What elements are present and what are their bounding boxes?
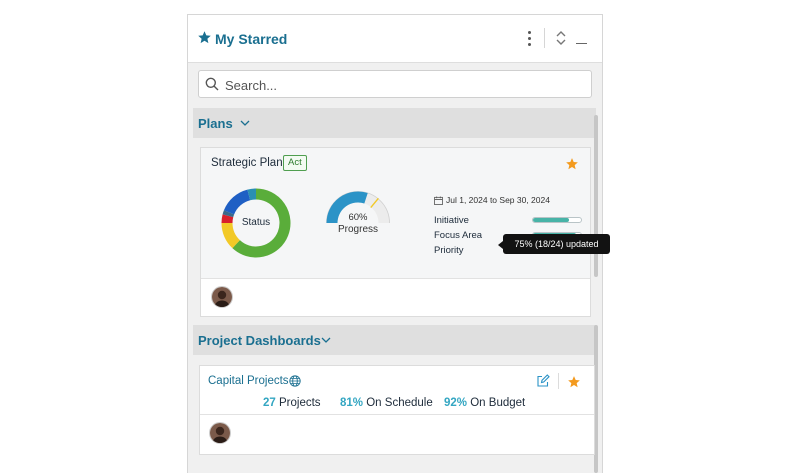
plans-section-label: Plans	[198, 116, 233, 131]
project-dashboard-name[interactable]: Capital Projects	[208, 375, 289, 387]
avatar[interactable]	[209, 422, 231, 444]
expand-collapse-icon[interactable]	[554, 29, 568, 47]
chevron-down-icon	[321, 337, 331, 343]
edit-icon[interactable]	[536, 374, 550, 388]
plan-card[interactable]: Strategic Plan Act Status 60% Progress J…	[200, 147, 591, 317]
status-segment-3	[222, 210, 235, 218]
search-input[interactable]	[223, 72, 587, 98]
kebab-menu-icon[interactable]	[527, 31, 531, 47]
projects-count: 27	[263, 397, 276, 409]
card-divider	[200, 414, 594, 415]
progress-value: 60%	[348, 212, 368, 223]
status-donut-chart	[221, 188, 291, 258]
budget-metric: 92% On Budget	[444, 397, 525, 409]
status-badge: Act	[283, 155, 307, 171]
avatar[interactable]	[211, 286, 233, 308]
status-chart-label: Status	[241, 217, 271, 228]
plans-section-header[interactable]: Plans	[193, 108, 596, 138]
globe-icon	[289, 375, 301, 387]
calendar-icon	[434, 196, 443, 205]
search-icon	[205, 77, 219, 91]
status-segment-1	[221, 222, 241, 249]
gauge-fill	[326, 191, 368, 224]
star-icon[interactable]	[567, 375, 581, 389]
minimize-icon[interactable]	[576, 43, 587, 44]
plan-card-body: Strategic Plan Act Status 60% Progress J…	[201, 148, 590, 279]
initiative-label: Initiative	[434, 215, 469, 226]
progress-label: Progress	[337, 224, 378, 235]
star-icon[interactable]	[565, 157, 579, 171]
status-segment-0	[232, 188, 291, 258]
progress-tooltip: 75% (18/24) updated	[498, 234, 610, 254]
dashboards-section-header[interactable]: Project Dashboards	[193, 325, 596, 355]
card-divider	[558, 373, 559, 389]
chevron-down-icon	[240, 120, 250, 126]
panel-title: My Starred	[215, 31, 288, 47]
focus-area-label: Focus Area	[434, 230, 483, 241]
dashboards-section-label: Project Dashboards	[198, 333, 321, 348]
status-segment-4	[223, 189, 251, 215]
project-dashboard-card[interactable]: Capital Projects 27 Projects 81% On Sche…	[199, 365, 595, 455]
progress-gauge	[326, 191, 390, 224]
header-divider	[544, 28, 545, 48]
initiative-progress-bar[interactable]	[532, 217, 582, 223]
schedule-value: 81%	[340, 397, 364, 409]
projects-metric: 27 Projects	[263, 397, 321, 409]
budget-value: 92%	[444, 397, 468, 409]
search-box[interactable]	[198, 70, 592, 98]
panel-header: My Starred	[188, 15, 602, 63]
date-range: Jul 1, 2024 to Sep 30, 2024	[446, 195, 550, 205]
my-starred-panel: My Starred Plans Strategic Plan Act Stat	[187, 14, 603, 473]
star-icon	[198, 31, 211, 44]
priority-label: Priority	[434, 245, 464, 256]
budget-metric-label: On Budget	[470, 397, 526, 409]
schedule-metric-label: On Schedule	[366, 397, 433, 409]
dashboards-scrollbar[interactable]	[594, 325, 598, 473]
schedule-metric: 81% On Schedule	[340, 397, 433, 409]
gauge-target-marker	[370, 197, 379, 209]
plans-scrollbar[interactable]	[594, 115, 598, 277]
plan-name[interactable]: Strategic Plan	[211, 157, 283, 169]
status-segment-2	[221, 214, 234, 224]
status-segment-5	[247, 188, 257, 201]
projects-metric-label: Projects	[279, 397, 321, 409]
